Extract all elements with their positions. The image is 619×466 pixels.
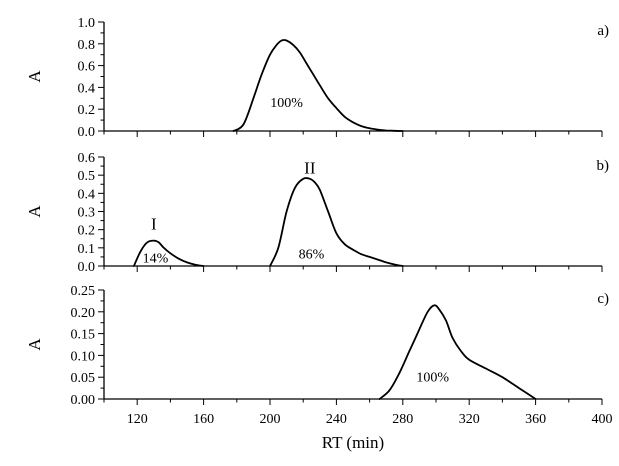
panel-2-peak-label: II [304, 158, 316, 177]
panel-1-percent-annotation: 100% [270, 96, 303, 111]
panel-3-x-tick-label: 280 [392, 412, 413, 427]
panel-3-y-tick-label: 0.20 [71, 306, 96, 321]
panel-1-y-tick-label: 0.6 [78, 60, 96, 75]
panel-1-y-tick-label: 1.0 [78, 16, 96, 31]
panel-2-series-2-line [269, 177, 404, 267]
panel-3-x-tick-label: 400 [592, 412, 613, 427]
panel-1-y-tick-label: 0.2 [78, 103, 96, 118]
panel-2-series-1-line [133, 239, 205, 267]
panel-3-y-axis-label: A [25, 338, 44, 351]
panel-1-series-1-line [232, 39, 404, 132]
panel-3-y-tick-label: 0.00 [71, 393, 96, 408]
panel-2-y-axis-label: A [25, 205, 44, 218]
panel-1-panel-tag: a) [597, 23, 609, 39]
panel-2-y-tick-label: 0.0 [78, 260, 96, 275]
panel-1-y-tick-label: 0.4 [78, 81, 96, 96]
panel-2-y-tick-label: 0.6 [78, 151, 96, 166]
panel-3-y-tick-label: 0.15 [71, 328, 96, 343]
panel-3-panel-tag: c) [597, 291, 609, 307]
panel-2-percent-annotation: 86% [299, 248, 325, 263]
panel-3-x-tick-label: 160 [193, 412, 214, 427]
panel-3-x-tick-label: 200 [260, 412, 281, 427]
panel-3-series-1-line [378, 304, 537, 400]
panel-3-y-tick-label: 0.10 [71, 349, 96, 364]
panel-2-y-tick-label: 0.2 [78, 224, 96, 239]
panel-3-y-tick-label: 0.25 [71, 284, 96, 299]
panel-2-peak-label: I [151, 215, 157, 234]
panel-2-y-tick-label: 0.3 [78, 206, 96, 221]
panel-1-y-tick-label: 0.0 [78, 125, 96, 140]
x-axis-label: RT (min) [322, 433, 384, 452]
panel-3-x-tick-label: 120 [127, 412, 148, 427]
panel-3-x-tick-label: 240 [326, 412, 347, 427]
panel-2-y-tick-label: 0.1 [78, 242, 96, 257]
panel-1-y-tick-label: 0.8 [78, 38, 96, 53]
panel-3-y-tick-label: 0.05 [71, 371, 96, 386]
panel-3-percent-annotation: 100% [416, 371, 449, 386]
panel-2-panel-tag: b) [597, 158, 610, 174]
panel-3-x-tick-label: 320 [459, 412, 480, 427]
panel-2-y-tick-label: 0.4 [78, 187, 96, 202]
panel-2-y-tick-label: 0.5 [78, 169, 96, 184]
panel-3-x-tick-label: 360 [525, 412, 546, 427]
panel-1-y-axis-label: A [25, 70, 44, 83]
panel-2-percent-annotation: 14% [143, 251, 169, 266]
